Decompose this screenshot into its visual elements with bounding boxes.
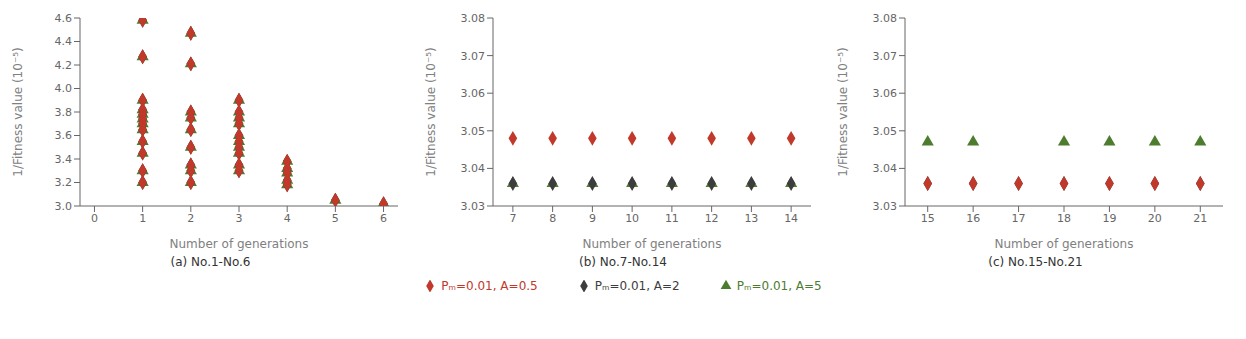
svg-text:3.07: 3.07 (460, 50, 485, 63)
svg-text:3.08: 3.08 (873, 12, 898, 25)
svg-text:10: 10 (625, 212, 639, 225)
svg-text:6: 6 (380, 212, 387, 225)
svg-text:Number of generations: Number of generations (582, 237, 721, 251)
svg-text:21: 21 (1193, 212, 1207, 225)
svg-text:9: 9 (588, 212, 595, 225)
html-text:Pₘ=0.01, A=2: Pₘ=0.01, A=2 (594, 279, 680, 293)
svg-text:3.4: 3.4 (55, 153, 73, 166)
svg-text:3.08: 3.08 (460, 12, 485, 25)
svg-text:3.2: 3.2 (55, 176, 73, 189)
svg-text:3.03: 3.03 (873, 200, 898, 213)
svg-text:1/Fitness value (10⁻⁵): 1/Fitness value (10⁻⁵) (836, 47, 850, 176)
html-text:Pₘ=0.01, A=0.5: Pₘ=0.01, A=0.5 (441, 279, 538, 293)
svg-text:3.05: 3.05 (460, 125, 485, 138)
html-text:Pₘ=0.01, A=5: Pₘ=0.01, A=5 (736, 279, 822, 293)
svg-text:16: 16 (966, 212, 980, 225)
svg-text:1/Fitness value (10⁻⁵): 1/Fitness value (10⁻⁵) (11, 47, 25, 176)
svg-text:13: 13 (744, 212, 758, 225)
svg-text:4.2: 4.2 (55, 59, 73, 72)
svg-text:3.6: 3.6 (55, 129, 73, 142)
svg-text:1: 1 (139, 212, 146, 225)
svg-text:18: 18 (1057, 212, 1071, 225)
svg-text:3.07: 3.07 (873, 50, 898, 63)
svg-text:3: 3 (236, 212, 243, 225)
svg-text:5: 5 (332, 212, 339, 225)
svg-text:17: 17 (1012, 212, 1026, 225)
svg-text:4.6: 4.6 (55, 12, 73, 25)
svg-text:3.03: 3.03 (460, 200, 485, 213)
svg-text:3.06: 3.06 (873, 87, 898, 100)
svg-text:12: 12 (704, 212, 718, 225)
svg-text:Number of generations: Number of generations (170, 237, 309, 251)
svg-text:7: 7 (509, 212, 516, 225)
svg-text:3.06: 3.06 (460, 87, 485, 100)
html-text:(a) No.1-No.6: (a) No.1-No.6 (170, 255, 251, 269)
svg-text:Number of generations: Number of generations (995, 237, 1134, 251)
svg-text:20: 20 (1148, 212, 1162, 225)
svg-text:3.04: 3.04 (460, 162, 485, 175)
svg-text:11: 11 (664, 212, 678, 225)
svg-text:2: 2 (187, 212, 194, 225)
svg-text:4.4: 4.4 (55, 35, 73, 48)
svg-text:15: 15 (921, 212, 935, 225)
svg-text:19: 19 (1102, 212, 1116, 225)
svg-text:14: 14 (784, 212, 798, 225)
svg-text:3.05: 3.05 (873, 125, 898, 138)
svg-text:3.04: 3.04 (873, 162, 898, 175)
html-text:(c) No.15-No.21: (c) No.15-No.21 (988, 255, 1083, 269)
svg-text:4.0: 4.0 (55, 82, 73, 95)
svg-text:0: 0 (91, 212, 98, 225)
svg-text:1/Fitness value (10⁻⁵): 1/Fitness value (10⁻⁵) (424, 47, 438, 176)
svg-text:4: 4 (284, 212, 291, 225)
svg-text:8: 8 (549, 212, 556, 225)
html-text:(b) No.7-No.14: (b) No.7-No.14 (579, 255, 667, 269)
svg-text:3.0: 3.0 (55, 200, 73, 213)
svg-text:3.8: 3.8 (55, 106, 73, 119)
